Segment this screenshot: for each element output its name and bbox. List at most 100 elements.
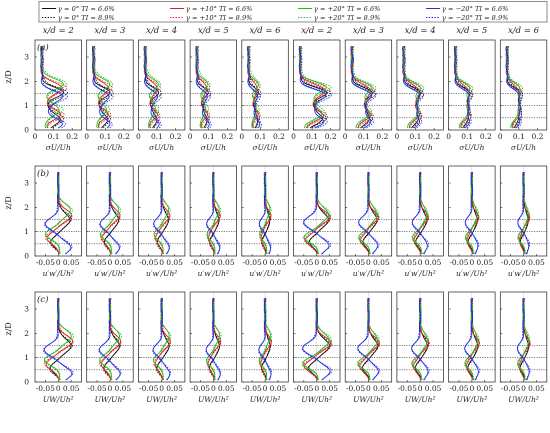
x-tick-label: 0.05 — [270, 258, 287, 267]
subplot: -0.05 0 0.05 UW/Uh² — [138, 291, 186, 404]
series-line — [205, 298, 222, 381]
series-line — [43, 298, 75, 381]
axes-frame — [396, 39, 444, 131]
x-axis-label: UW/Uh² — [353, 395, 384, 404]
series-line — [506, 46, 524, 129]
x-tick-label: 0 — [108, 258, 113, 267]
subplot: -0.05 0 0.05 UW/Uh² — [499, 291, 548, 404]
series-line — [455, 45, 474, 129]
subplot: -0.05 0 0.05 UW/Uh² — [293, 291, 341, 404]
x-tick-label: 0.05 — [166, 384, 183, 393]
x-tick-label: 0.1 — [513, 132, 525, 141]
series-line — [411, 171, 428, 255]
legend-entry: γ = +10° TI = 8.9% — [186, 14, 252, 22]
series-line — [402, 45, 421, 129]
x-tick-label: 0.05 — [115, 384, 132, 393]
series-line — [403, 45, 425, 129]
x-tick-label: 0.05 — [218, 384, 235, 393]
column-title: x/d = 3 — [353, 26, 384, 36]
series-line — [98, 297, 121, 381]
series-line — [206, 171, 221, 255]
x-axis-label: σU/Uh — [46, 143, 71, 152]
x-tick-label: -0.05 — [398, 384, 417, 393]
series-line — [43, 172, 73, 255]
series-line — [104, 172, 120, 255]
x-axis-label: σU/Uh — [201, 143, 226, 152]
x-axis-label: UW/Uh² — [198, 395, 229, 404]
series-line — [302, 298, 333, 381]
subplot: 0 0.1 0.2 σU/Uh — [498, 39, 548, 152]
series-line — [43, 297, 73, 381]
y-tick-label: 3 — [24, 179, 29, 188]
legend-box — [38, 1, 548, 23]
x-tick-label: 0 — [211, 258, 216, 267]
x-tick-label: -0.05 — [501, 384, 520, 393]
series-line — [103, 298, 120, 381]
series-line — [516, 297, 530, 381]
x-axis-label: UW/Uh² — [95, 395, 126, 404]
column-title: x/d = 5 — [456, 26, 487, 36]
y-tick-label: 3 — [24, 53, 29, 62]
series-line — [258, 171, 272, 255]
series-line — [99, 171, 120, 255]
subplot: 0 0.1 0.2 σU/Uh — [136, 39, 186, 152]
x-tick-label: 0 — [366, 384, 371, 393]
x-tick-label: 0.1 — [99, 132, 111, 141]
x-axis-label: u′w′/Uh² — [353, 269, 384, 278]
legend: γ = 0° TI = 6.6%γ = 0° TI = 8.9% γ = +10°… — [38, 1, 548, 23]
subplot: -0.05 0 0.05 UW/Uh² (c) — [34, 291, 82, 404]
panels: z/D 0 1 2 3 0 0.1 0.2 σU/Uh (a) 0 0.1 0.2 σU/Uh 0 0.1 0.… — [4, 39, 548, 404]
series-line — [92, 45, 111, 129]
series-line — [350, 46, 373, 129]
x-tick-label: 0.2 — [273, 132, 285, 141]
x-tick-label: 0 — [314, 258, 319, 267]
x-tick-label: 0 — [521, 258, 526, 267]
x-tick-label: -0.05 — [139, 258, 158, 267]
x-tick-label: 0 — [395, 132, 400, 141]
series-line — [153, 171, 170, 255]
series-line — [464, 298, 480, 381]
series-line — [99, 298, 122, 381]
x-tick-label: 0.2 — [428, 132, 440, 141]
x-tick-label: 0 — [33, 132, 38, 141]
series-line — [92, 46, 111, 129]
x-tick-label: 0.05 — [425, 384, 442, 393]
axes-frame — [86, 39, 134, 131]
x-axis-label: σU/Uh — [304, 143, 329, 152]
legend-entry: γ = +20° TI = 6.6% — [314, 5, 380, 13]
series-line — [247, 45, 259, 129]
series-line — [41, 45, 69, 129]
x-tick-label: 0.05 — [270, 384, 287, 393]
y-tick-label: 0 — [24, 378, 29, 387]
x-tick-label: 0 — [56, 384, 61, 393]
series-line — [247, 46, 261, 129]
axes-frame — [448, 39, 496, 131]
x-tick-label: 0 — [56, 258, 61, 267]
x-tick-label: -0.05 — [346, 258, 365, 267]
series-line — [402, 46, 421, 129]
series-line — [455, 46, 474, 129]
y-tick-label: 3 — [24, 305, 29, 314]
subplot: 0 0.1 0.2 σU/Uh — [84, 39, 134, 152]
axes-frame — [189, 39, 237, 131]
x-tick-label: 0 — [159, 258, 164, 267]
x-tick-label: -0.05 — [449, 384, 468, 393]
x-tick-label: 0.2 — [118, 132, 130, 141]
x-tick-label: 0 — [211, 384, 216, 393]
x-tick-label: 0 — [136, 132, 141, 141]
x-tick-label: -0.05 — [243, 384, 262, 393]
x-tick-label: 0.05 — [166, 258, 183, 267]
x-axis-label: u′w′/Uh² — [301, 269, 332, 278]
series-line — [519, 171, 530, 255]
axes-frame — [138, 39, 186, 131]
subplot: -0.05 0 0.05 UW/Uh² — [86, 291, 134, 404]
series-line — [298, 46, 327, 129]
legend-entry: γ = +10° TI = 6.6% — [186, 5, 252, 13]
x-tick-label: 0 — [498, 132, 503, 141]
column-title: x/d = 6 — [508, 26, 540, 36]
series-line — [302, 172, 331, 255]
series-line — [298, 45, 328, 129]
series-line — [465, 172, 480, 255]
x-axis-label: UW/Uh² — [146, 395, 177, 404]
axes-frame — [499, 39, 548, 131]
